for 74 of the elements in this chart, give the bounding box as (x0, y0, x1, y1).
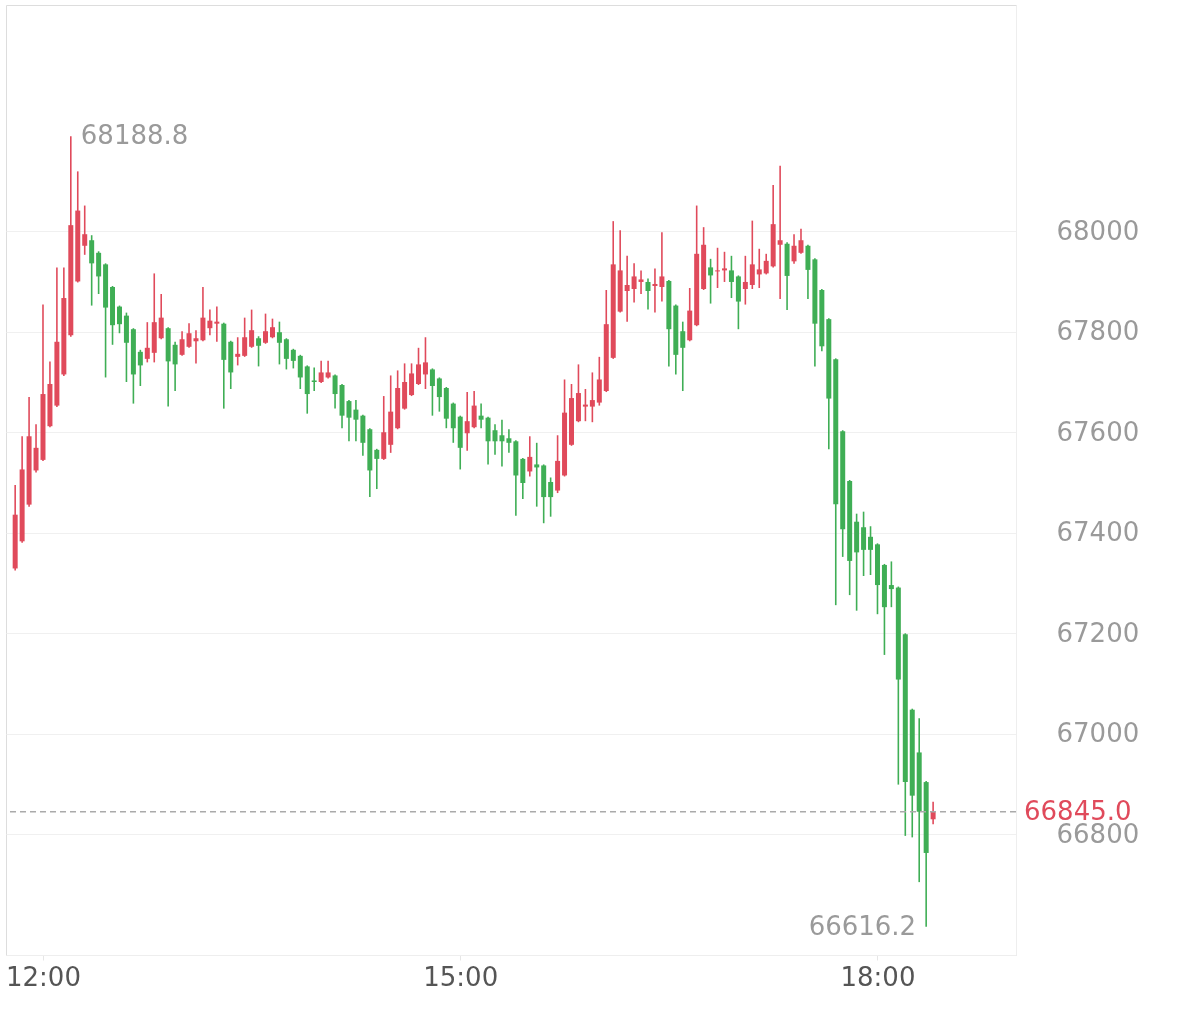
candlestick (416, 347, 422, 386)
candlestick (582, 388, 588, 422)
candlestick (263, 312, 269, 345)
candlestick (861, 510, 867, 577)
candlestick (888, 560, 894, 608)
candlestick (409, 362, 415, 397)
candlestick (749, 219, 755, 290)
candlestick (297, 354, 303, 390)
candlestick (179, 330, 185, 357)
candlestick (214, 305, 220, 343)
candlestick (652, 267, 658, 314)
candlestick (172, 340, 178, 392)
candlestick (249, 308, 255, 349)
x-tick-label: 18:00 (840, 961, 916, 992)
candlestick (624, 255, 630, 323)
candlestick (485, 415, 491, 466)
candlestick (235, 336, 241, 367)
candlestick (283, 337, 289, 371)
candlestick (506, 428, 512, 454)
candlestick (422, 336, 428, 390)
x-tick-label: 15:00 (423, 961, 499, 992)
candlestick (256, 335, 262, 368)
candlestick (645, 277, 651, 311)
candlestick (708, 258, 714, 305)
candlestick (868, 525, 874, 576)
x-tick-label: 12:00 (6, 961, 81, 992)
candlestick (207, 308, 213, 337)
candlestick (332, 373, 338, 410)
candlestick (429, 367, 435, 417)
candlestick (242, 316, 248, 358)
candlestick (96, 250, 102, 295)
candlestick (596, 356, 602, 407)
candlestick (464, 391, 470, 452)
y-tick-label: 67800 (1056, 316, 1140, 347)
candlestick (930, 800, 936, 826)
candlestick (763, 253, 769, 276)
candlestick (715, 246, 721, 289)
candlestick (471, 390, 477, 430)
annotation: 68188.8 (80, 120, 189, 151)
candlestick (659, 231, 665, 303)
candlestick (290, 348, 296, 370)
candlestick (777, 165, 783, 300)
candlestick (589, 371, 595, 423)
candlestick (276, 320, 282, 366)
candlestick (318, 360, 324, 384)
candlestick (89, 234, 95, 307)
candlestick (269, 317, 275, 340)
candlestick (638, 269, 644, 295)
candlestick (742, 255, 748, 306)
candlestick (548, 476, 554, 518)
candlestick (116, 304, 122, 335)
candlestick (311, 366, 317, 392)
y-tick-label: 68000 (1056, 215, 1140, 246)
candlestick (756, 247, 762, 289)
y-tick-label: 67400 (1056, 517, 1140, 548)
annotation: 66616.2 (808, 910, 917, 941)
candlestick (631, 262, 637, 304)
candlestick (527, 435, 533, 478)
candlestick (144, 321, 150, 364)
candlestick (436, 376, 442, 413)
candlestick (82, 204, 88, 256)
y-tick-label: 67000 (1056, 718, 1140, 749)
y-tick-label: 67600 (1056, 416, 1140, 447)
y-tick-label: 67200 (1056, 617, 1140, 648)
candlestick (158, 293, 164, 341)
candlestick (534, 442, 540, 508)
candlestick (721, 251, 727, 283)
candlestick (680, 320, 686, 392)
candlestick (200, 286, 206, 343)
candlestick (137, 349, 143, 387)
candlestick (478, 402, 484, 430)
candlestick (353, 399, 359, 443)
candlestick (728, 255, 734, 299)
candlestick (374, 448, 380, 490)
